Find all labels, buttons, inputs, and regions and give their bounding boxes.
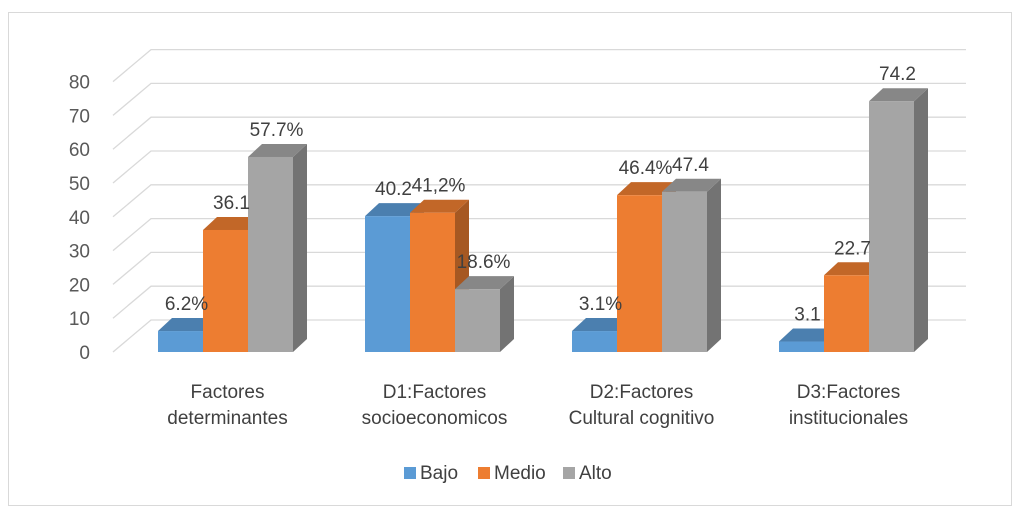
legend-item-alto: Alto xyxy=(563,463,612,484)
data-label: 18.6% xyxy=(457,252,511,273)
y-tick-label: 10 xyxy=(69,309,90,330)
data-label: 46.4% xyxy=(619,158,673,179)
data-label: 3.1% xyxy=(579,294,622,315)
data-label: 40.2 xyxy=(375,179,412,200)
y-tick-label: 60 xyxy=(69,140,90,161)
x-category-label: Factores determinantes xyxy=(167,382,287,429)
x-category-label: D2:Factores Cultural cognitivo xyxy=(569,382,715,429)
gridline xyxy=(112,116,966,150)
x-category-label: D3:Factores institucionales xyxy=(789,382,908,429)
legend: Bajo Medio Alto xyxy=(404,463,612,484)
chart-frame xyxy=(8,12,1012,506)
y-tick-label: 80 xyxy=(69,73,90,94)
y-tick-label: 40 xyxy=(69,208,90,229)
legend-label: Alto xyxy=(579,463,612,484)
y-tick-label: 30 xyxy=(69,242,90,263)
data-label: 22.7 xyxy=(834,238,871,259)
y-tick-label: 70 xyxy=(69,106,90,127)
data-label: 3.1 xyxy=(794,305,820,326)
data-label: 57.7% xyxy=(250,120,304,141)
bar-alto-0 xyxy=(248,143,307,352)
x-category-label: D1:Factores socioeconomicos xyxy=(362,382,508,429)
data-labels: 6.2% 36.1 57.7% 40.2 41,2% 18.6% 3.1% 46.4% 47.4… xyxy=(165,64,916,325)
data-label: 47.4 xyxy=(672,155,709,176)
y-tick-label: 50 xyxy=(69,174,90,195)
data-label: 6.2% xyxy=(165,294,208,315)
legend-item-bajo: Bajo xyxy=(404,463,458,484)
gridline xyxy=(112,150,966,184)
legend-item-medio: Medio xyxy=(478,463,546,484)
legend-label: Medio xyxy=(494,463,546,484)
bar-alto-3 xyxy=(869,88,928,352)
data-label: 74.2 xyxy=(879,64,916,85)
data-label: 41,2% xyxy=(412,176,466,197)
bar-alto-2 xyxy=(662,178,721,352)
x-axis: Factores determinantes D1:Factores socioeco… xyxy=(167,382,908,429)
y-axis: 0 10 20 30 40 50 60 70 80 xyxy=(69,73,90,364)
data-label: 36.1 xyxy=(213,193,250,214)
y-tick-label: 0 xyxy=(79,343,90,364)
bar-alto-1 xyxy=(455,276,514,352)
y-tick-label: 20 xyxy=(69,275,90,296)
legend-label: Bajo xyxy=(420,463,458,484)
bars xyxy=(158,88,928,352)
gridline xyxy=(112,82,966,116)
gridline xyxy=(112,48,966,83)
